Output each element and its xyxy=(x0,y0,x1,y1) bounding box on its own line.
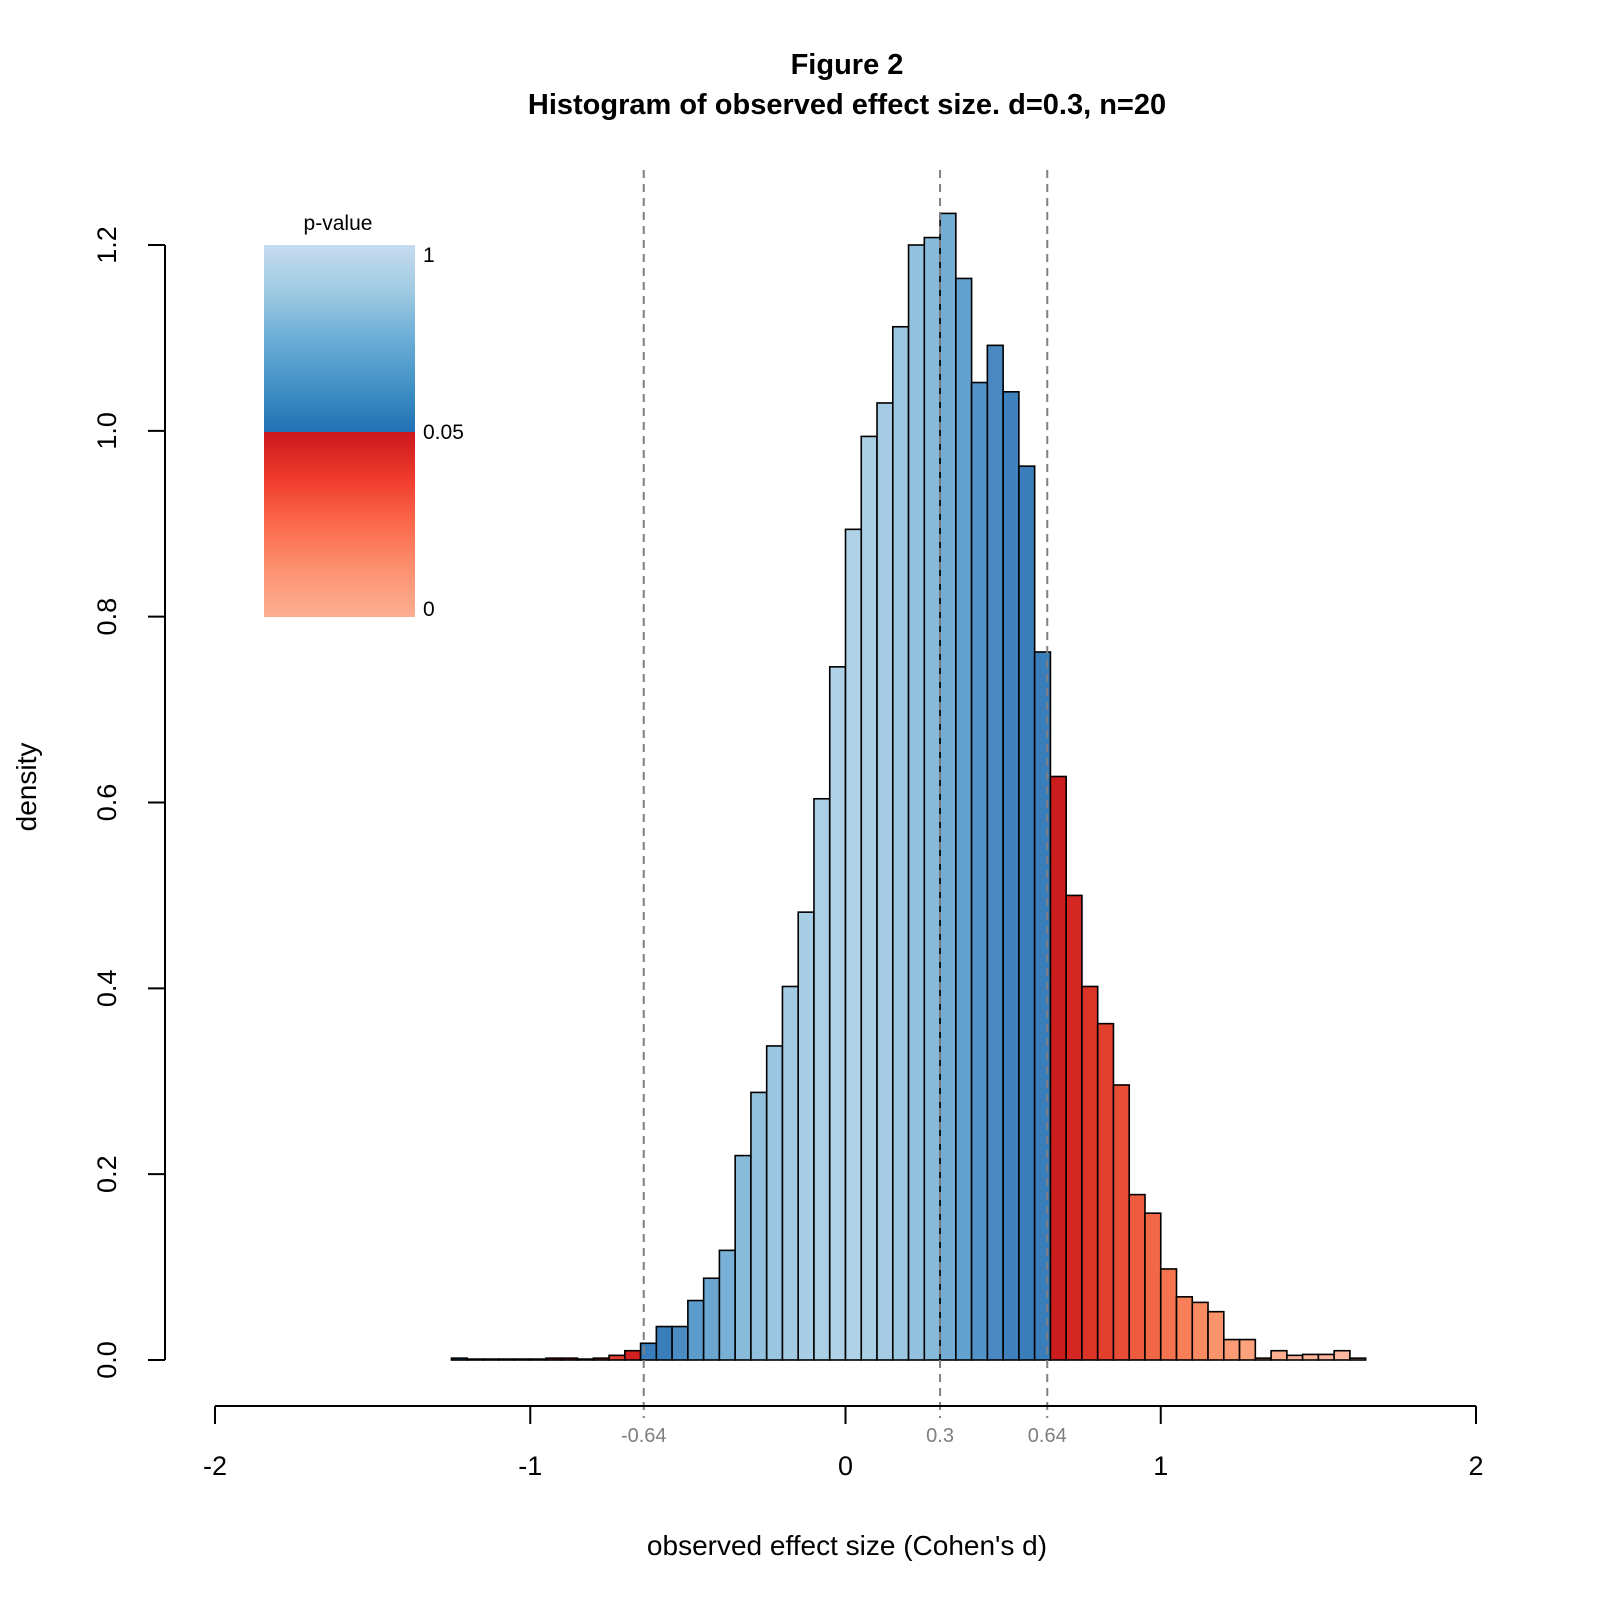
histogram-bar xyxy=(466,1358,484,1361)
y-tick-label: 0.8 xyxy=(92,598,122,636)
histogram-bar xyxy=(592,1357,610,1361)
histogram-bar xyxy=(1002,391,1020,1361)
histogram-bar xyxy=(797,911,815,1361)
reference-line-label: 0.3 xyxy=(926,1425,954,1447)
histogram-bar xyxy=(1333,1349,1351,1361)
histogram-bar xyxy=(828,666,847,1361)
x-tick-label: -2 xyxy=(203,1451,227,1481)
histogram-bar xyxy=(1317,1353,1335,1361)
histogram-bar xyxy=(1349,1357,1367,1361)
histogram-bar xyxy=(529,1358,547,1361)
histogram-bar xyxy=(671,1325,689,1361)
histogram-bar xyxy=(1128,1193,1146,1361)
histogram-bar xyxy=(734,1154,752,1361)
histogram-bar xyxy=(1159,1268,1178,1361)
histogram-bar xyxy=(513,1358,532,1361)
y-axis: 0.0 0.2 0.4 0.6 0.8 1.0 1.2 xyxy=(92,226,166,1379)
histogram-bar xyxy=(1238,1338,1257,1361)
reference-line-label: -0.64 xyxy=(621,1425,667,1447)
legend-label-1: 1 xyxy=(423,244,435,267)
x-tick-label: 2 xyxy=(1468,1451,1483,1481)
y-tick-label: 0.6 xyxy=(92,784,122,822)
histogram-bar xyxy=(923,236,941,1361)
chart-subtitle: Histogram of observed effect size. d=0.3… xyxy=(528,89,1166,121)
y-axis-title: density xyxy=(11,743,42,832)
histogram-bar xyxy=(1191,1301,1209,1361)
histogram-bar xyxy=(1096,1022,1115,1361)
histogram-bar xyxy=(482,1358,500,1361)
histogram-bars xyxy=(450,212,1367,1361)
histogram-bar xyxy=(1081,985,1099,1361)
y-tick-label: 0.0 xyxy=(92,1341,122,1379)
histogram-bar xyxy=(655,1325,673,1361)
x-axis: -2 -1 0 1 2 xyxy=(203,1405,1484,1481)
histogram-bar xyxy=(497,1358,516,1361)
histogram-bar xyxy=(1254,1357,1272,1361)
histogram-bar xyxy=(813,797,831,1361)
histogram-bar xyxy=(1018,465,1036,1361)
y-tick-label: 0.4 xyxy=(92,970,122,1008)
histogram-bar xyxy=(955,277,973,1361)
chart-title: Figure 2 xyxy=(791,49,904,81)
p-value-legend: p-value 1 0.05 0 xyxy=(264,212,464,621)
x-tick-label: 0 xyxy=(838,1451,853,1481)
x-tick-label: 1 xyxy=(1153,1451,1168,1481)
histogram-bar xyxy=(970,381,989,1361)
histogram-bar xyxy=(986,344,1004,1361)
histogram-bar xyxy=(1144,1212,1162,1361)
histogram-bar xyxy=(1286,1354,1304,1361)
histogram-bar xyxy=(545,1357,563,1361)
histogram-bar xyxy=(1175,1296,1194,1361)
histogram-bar xyxy=(1301,1353,1320,1361)
histogram-bar xyxy=(781,985,800,1361)
reference-line-label: 0.64 xyxy=(1028,1425,1067,1447)
histogram-bar xyxy=(576,1358,595,1361)
histogram-bar xyxy=(1270,1349,1288,1361)
histogram-bar xyxy=(1207,1310,1225,1361)
x-axis-title: observed effect size (Cohen's d) xyxy=(647,1530,1047,1561)
histogram-bar xyxy=(876,402,894,1361)
histogram-bar xyxy=(1223,1338,1241,1361)
histogram-bar xyxy=(1049,775,1067,1361)
histogram-bar xyxy=(1112,1084,1131,1361)
histogram-bar xyxy=(702,1277,721,1361)
histogram-bar xyxy=(907,244,926,1361)
y-tick-label: 0.2 xyxy=(92,1155,122,1193)
legend-label-0: 0 xyxy=(423,598,435,621)
y-tick-label: 1.2 xyxy=(92,226,122,264)
histogram-bar xyxy=(750,1091,768,1361)
histogram-bar xyxy=(765,1045,784,1361)
legend-gradient-lower xyxy=(264,432,415,617)
histogram-bar xyxy=(450,1357,468,1361)
histogram-bar xyxy=(560,1357,579,1361)
histogram-bar xyxy=(624,1349,642,1361)
histogram-bar xyxy=(891,325,910,1361)
legend-title: p-value xyxy=(304,212,373,235)
legend-label-0-05: 0.05 xyxy=(423,421,464,444)
histogram-bar xyxy=(844,528,863,1361)
histogram-bar xyxy=(687,1299,705,1361)
histogram-bar xyxy=(860,435,878,1361)
histogram-bar xyxy=(939,212,957,1361)
y-tick-label: 1.0 xyxy=(92,412,122,450)
reference-lines: -0.64 0.3 0.64 xyxy=(621,170,1067,1447)
histogram-bar xyxy=(1065,894,1083,1361)
histogram-bar xyxy=(718,1249,736,1361)
legend-gradient-upper xyxy=(264,245,415,432)
histogram-bar xyxy=(608,1354,626,1361)
x-tick-label: -1 xyxy=(518,1451,542,1481)
